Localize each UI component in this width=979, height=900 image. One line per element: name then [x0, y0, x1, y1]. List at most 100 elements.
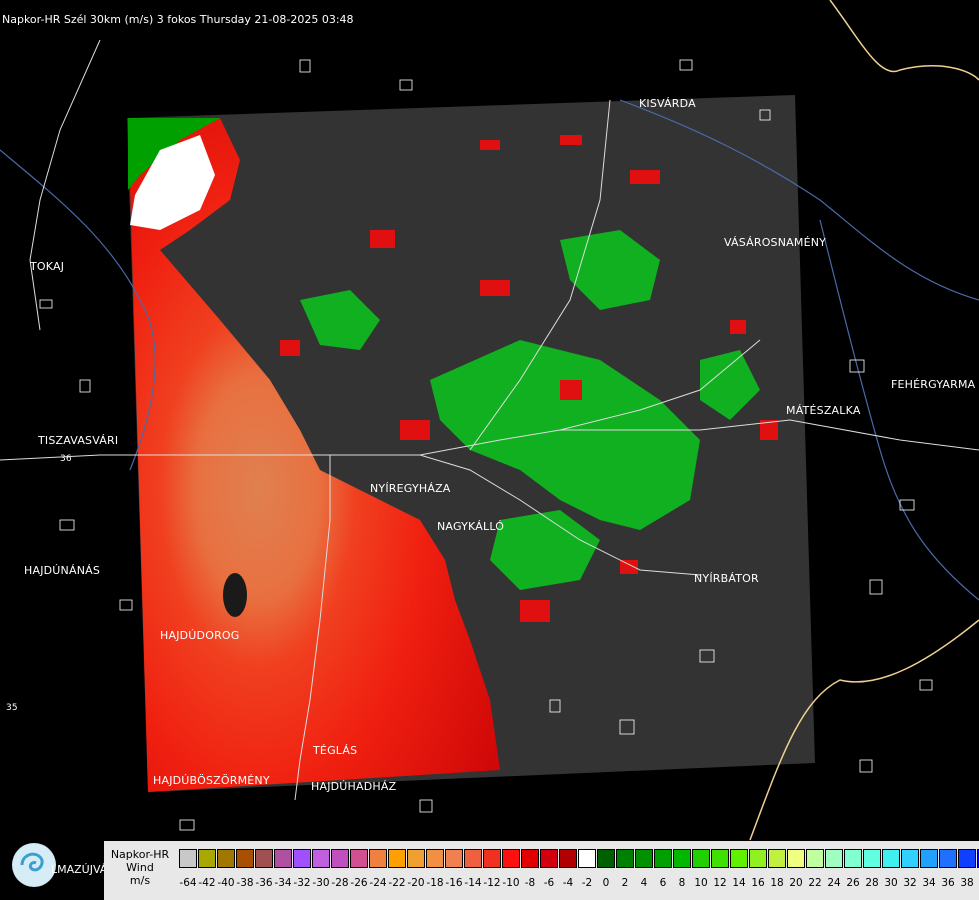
city-label-hajdunanas: HAJDÚNÁNÁS [24, 564, 101, 577]
legend-swatch [426, 849, 444, 868]
legend-tick: 4 [640, 877, 648, 889]
legend-swatch [749, 849, 767, 868]
legend-swatch [407, 849, 425, 868]
border [829, 0, 979, 81]
legend-swatch [388, 849, 406, 868]
settlement-outlines [39, 59, 933, 831]
city-label-hajduboszormeny: HAJDÚBÖSZÖRMÉNY [153, 774, 270, 787]
partial-place-label: LMAZÚJVÁR [51, 863, 115, 876]
legend-tick: -42 [198, 877, 216, 889]
legend-tick: -34 [274, 877, 292, 889]
white-corner-region [130, 135, 215, 230]
legend-swatch [787, 849, 805, 868]
legend-tick: 38 [960, 877, 974, 889]
legend-label: Napkor-HR Wind m/s [104, 841, 176, 900]
legend-swatch [692, 849, 710, 868]
legend-tick: 22 [808, 877, 822, 889]
legend-tick: 32 [903, 877, 917, 889]
legend-swatch [559, 849, 577, 868]
legend-swatch [882, 849, 900, 868]
legend-tick: -32 [293, 877, 311, 889]
legend-tick: -10 [502, 877, 520, 889]
legend-swatch [293, 849, 311, 868]
legend-swatch [825, 849, 843, 868]
legend-swatch [806, 849, 824, 868]
legend-swatch [977, 849, 979, 868]
legend-tick: 16 [751, 877, 765, 889]
legend-swatch [521, 849, 539, 868]
city-label-kisvarda: KISVÁRDA [639, 97, 696, 110]
legend-swatch [768, 849, 786, 868]
legend-swatch [654, 849, 672, 868]
legend-tick: -22 [388, 877, 406, 889]
legend-swatch [863, 849, 881, 868]
legend-swatch [711, 849, 729, 868]
legend-swatches [179, 849, 979, 868]
legend-tick: 12 [713, 877, 727, 889]
legend-swatch [939, 849, 957, 868]
legend-tick: -2 [581, 877, 593, 889]
legend-swatch [730, 849, 748, 868]
legend-tick: 10 [694, 877, 708, 889]
logo-icon [12, 843, 56, 887]
road-number-label: 35 [6, 703, 18, 713]
legend-swatch [540, 849, 558, 868]
legend-line1: Napkor-HR [110, 848, 170, 861]
city-label-nagykallo: NAGYKÁLLÓ [437, 520, 505, 533]
city-label-mateszalka: MÁTÉSZALKA [786, 404, 861, 417]
legend-tick: -26 [350, 877, 368, 889]
legend-tick: -16 [445, 877, 463, 889]
legend-swatch [369, 849, 387, 868]
green-corner-region [128, 118, 220, 190]
city-label-hajduhadhaz: HAJDÚHADHÁZ [311, 780, 397, 793]
city-label-fehergyarmat: FEHÉRGYARMA [891, 378, 976, 391]
legend-tick: -18 [426, 877, 444, 889]
legend-swatch [464, 849, 482, 868]
legend-tick: -8 [524, 877, 536, 889]
border-south [749, 619, 979, 841]
legend-swatch [350, 849, 368, 868]
legend-line3: m/s [129, 874, 151, 887]
city-label-tokaj: TOKAJ [30, 260, 65, 273]
legend-swatch [445, 849, 463, 868]
legend-swatch [502, 849, 520, 868]
legend-swatch [958, 849, 976, 868]
legend-swatch [844, 849, 862, 868]
legend-tick: -30 [312, 877, 330, 889]
city-label-teglas: TÉGLÁS [313, 744, 358, 757]
legend-swatch [673, 849, 691, 868]
color-legend: Napkor-HR Wind m/s -64 -42 -40 -38 -36 -34 -32… [104, 841, 979, 900]
legend-tick: -28 [331, 877, 349, 889]
legend-tick: 34 [922, 877, 936, 889]
legend-swatch [255, 849, 273, 868]
legend-swatch [616, 849, 634, 868]
legend-tick: 30 [884, 877, 898, 889]
legend-tick: 0 [602, 877, 610, 889]
legend-tick: -38 [236, 877, 254, 889]
city-label-vasarosnameny: VÁSÁROSNAMÉNY [724, 236, 827, 249]
legend-tick: -4 [562, 877, 574, 889]
map-title: Napkor-HR Szél 30km (m/s) 3 fokos Thursd… [2, 13, 354, 26]
legend-tick: -12 [483, 877, 501, 889]
legend-tick: -14 [464, 877, 482, 889]
legend-tick: 18 [770, 877, 784, 889]
roads [0, 39, 979, 801]
legend-tick: -40 [217, 877, 235, 889]
road-number-label: 36 [60, 454, 72, 464]
legend-tick: 24 [827, 877, 841, 889]
legend-swatch [597, 849, 615, 868]
legend-swatch [635, 849, 653, 868]
legend-tick: -64 [179, 877, 197, 889]
legend-swatch [901, 849, 919, 868]
outbound-wind-region [128, 118, 500, 792]
rivers [0, 99, 979, 601]
legend-tick: 2 [621, 877, 629, 889]
legend-swatch [331, 849, 349, 868]
legend-swatch [578, 849, 596, 868]
legend-swatch [217, 849, 235, 868]
inbound-wind-clusters [300, 230, 760, 590]
legend-tick: 20 [789, 877, 803, 889]
legend-line2: Wind [126, 861, 154, 874]
legend-tick: 28 [865, 877, 879, 889]
